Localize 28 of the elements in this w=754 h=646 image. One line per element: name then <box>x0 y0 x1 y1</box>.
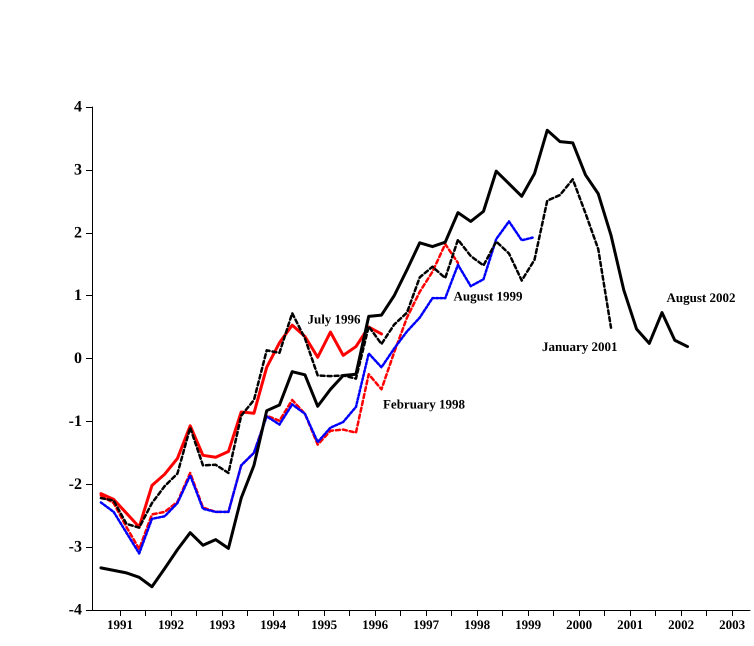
y-tick-label: 1 <box>74 287 82 304</box>
y-tick-label: 4 <box>74 98 82 116</box>
y-tick-label: -1 <box>68 412 82 430</box>
x-tick-label: 1992 <box>158 617 184 632</box>
series-label: January 2001 <box>542 339 618 354</box>
y-tick-label: 0 <box>74 350 82 367</box>
x-tick-label: 1997 <box>413 617 440 632</box>
series-label: July 1996 <box>307 311 362 326</box>
x-tick-label: 1996 <box>362 617 389 632</box>
x-tick-label: 1999 <box>515 617 542 632</box>
y-tick-label: -3 <box>68 538 82 556</box>
series-label: February 1998 <box>382 396 466 412</box>
y-tick-label: -4 <box>68 602 82 618</box>
x-tick-label: 1994 <box>260 617 287 632</box>
y-tick-label: 3 <box>74 161 82 178</box>
series-label: August 2002 <box>666 290 736 306</box>
x-tick-label: 2003 <box>719 617 746 632</box>
x-tick-label: 1991 <box>107 617 134 632</box>
line-series <box>100 220 536 555</box>
x-tick-label: 2002 <box>668 617 694 632</box>
y-tick-label: 2 <box>74 224 82 242</box>
series-label: August 1999 <box>453 288 523 304</box>
y-tick-label: -2 <box>68 476 82 493</box>
x-tick-label: 1998 <box>464 617 491 632</box>
x-tick-label: 1993 <box>209 617 236 632</box>
x-tick-label: 2000 <box>566 617 592 632</box>
x-tick-label: 1995 <box>311 617 338 632</box>
x-tick-label: 2001 <box>617 617 644 632</box>
